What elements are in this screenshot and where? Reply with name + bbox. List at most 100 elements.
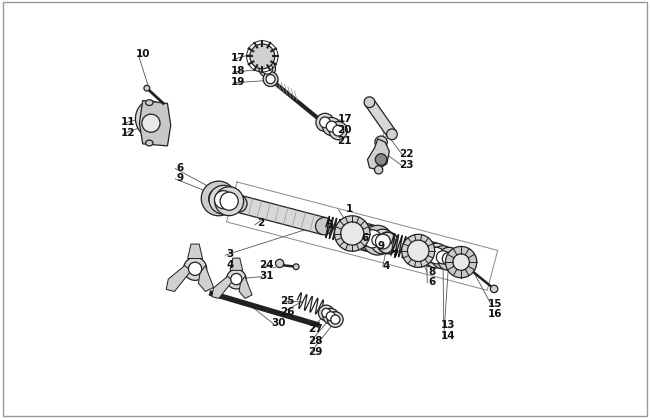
- Text: 29: 29: [308, 347, 322, 357]
- Circle shape: [445, 247, 477, 278]
- Circle shape: [183, 257, 207, 280]
- Ellipse shape: [318, 305, 334, 321]
- Text: 15: 15: [488, 299, 502, 309]
- Circle shape: [293, 264, 299, 270]
- Text: 21: 21: [337, 136, 352, 146]
- Text: 7: 7: [391, 250, 399, 260]
- Text: 13: 13: [441, 320, 455, 330]
- Ellipse shape: [333, 125, 344, 136]
- Text: 3: 3: [226, 250, 234, 259]
- Text: 8: 8: [428, 267, 436, 277]
- Ellipse shape: [419, 242, 444, 267]
- Polygon shape: [139, 100, 171, 146]
- Ellipse shape: [202, 181, 236, 216]
- Text: 4: 4: [382, 260, 390, 270]
- Circle shape: [375, 136, 387, 148]
- Bar: [236, 195, 326, 234]
- Circle shape: [144, 85, 150, 91]
- Circle shape: [374, 166, 383, 174]
- Ellipse shape: [209, 189, 229, 208]
- Ellipse shape: [323, 308, 339, 324]
- Polygon shape: [188, 244, 203, 258]
- Ellipse shape: [370, 229, 395, 254]
- Ellipse shape: [146, 140, 153, 146]
- Polygon shape: [239, 276, 252, 298]
- Text: 30: 30: [272, 318, 286, 328]
- Circle shape: [402, 234, 435, 268]
- Ellipse shape: [363, 230, 382, 248]
- Circle shape: [364, 97, 375, 107]
- Ellipse shape: [376, 234, 391, 249]
- Ellipse shape: [428, 247, 445, 264]
- Text: 10: 10: [135, 49, 150, 59]
- Text: 6: 6: [428, 277, 436, 287]
- Text: 17: 17: [337, 114, 352, 124]
- Ellipse shape: [437, 247, 460, 270]
- Text: 24: 24: [259, 260, 274, 270]
- Text: 28: 28: [308, 336, 322, 346]
- Bar: [365, 99, 396, 137]
- Text: 26: 26: [280, 307, 294, 317]
- Ellipse shape: [414, 241, 439, 265]
- Circle shape: [335, 216, 370, 251]
- Text: 31: 31: [259, 271, 274, 281]
- Text: 2: 2: [257, 219, 265, 228]
- Polygon shape: [198, 265, 214, 291]
- Ellipse shape: [424, 243, 448, 268]
- Circle shape: [231, 273, 242, 285]
- Polygon shape: [367, 139, 389, 170]
- Text: 27: 27: [308, 324, 322, 334]
- Circle shape: [387, 129, 397, 140]
- Text: 16: 16: [488, 309, 502, 319]
- Ellipse shape: [322, 308, 331, 318]
- Polygon shape: [230, 258, 242, 270]
- Circle shape: [226, 269, 246, 289]
- Circle shape: [341, 222, 364, 245]
- Ellipse shape: [266, 74, 275, 84]
- Text: 22: 22: [399, 149, 414, 159]
- Ellipse shape: [263, 71, 278, 87]
- Ellipse shape: [348, 222, 376, 250]
- Text: 20: 20: [337, 125, 352, 135]
- Polygon shape: [166, 265, 191, 291]
- Ellipse shape: [322, 117, 341, 135]
- Ellipse shape: [372, 234, 383, 246]
- Text: 6: 6: [362, 233, 369, 243]
- Circle shape: [188, 262, 202, 275]
- Text: 17: 17: [231, 54, 246, 64]
- Circle shape: [315, 217, 333, 235]
- Text: 1: 1: [346, 204, 354, 214]
- Ellipse shape: [358, 228, 376, 247]
- Text: 9: 9: [176, 173, 183, 183]
- Ellipse shape: [320, 117, 330, 128]
- Ellipse shape: [359, 225, 386, 252]
- Ellipse shape: [316, 113, 334, 131]
- Text: 23: 23: [399, 160, 414, 170]
- Text: 14: 14: [441, 331, 455, 341]
- Ellipse shape: [354, 224, 381, 251]
- Ellipse shape: [326, 121, 337, 132]
- Text: 25: 25: [280, 296, 294, 306]
- Ellipse shape: [432, 246, 454, 269]
- Ellipse shape: [329, 122, 347, 140]
- Circle shape: [375, 154, 387, 165]
- Ellipse shape: [209, 185, 238, 214]
- Ellipse shape: [259, 61, 276, 77]
- Circle shape: [276, 259, 284, 268]
- Text: 12: 12: [121, 127, 135, 138]
- Circle shape: [453, 254, 469, 270]
- Circle shape: [408, 240, 429, 262]
- Ellipse shape: [326, 312, 335, 321]
- Ellipse shape: [353, 227, 371, 245]
- Ellipse shape: [418, 245, 435, 261]
- Ellipse shape: [146, 100, 153, 105]
- Ellipse shape: [214, 187, 244, 216]
- Ellipse shape: [424, 246, 440, 263]
- Text: 6: 6: [176, 163, 183, 173]
- Polygon shape: [212, 276, 233, 298]
- Ellipse shape: [262, 64, 272, 74]
- Ellipse shape: [135, 101, 166, 137]
- Circle shape: [229, 195, 247, 212]
- Text: 19: 19: [231, 77, 246, 87]
- Circle shape: [142, 114, 160, 132]
